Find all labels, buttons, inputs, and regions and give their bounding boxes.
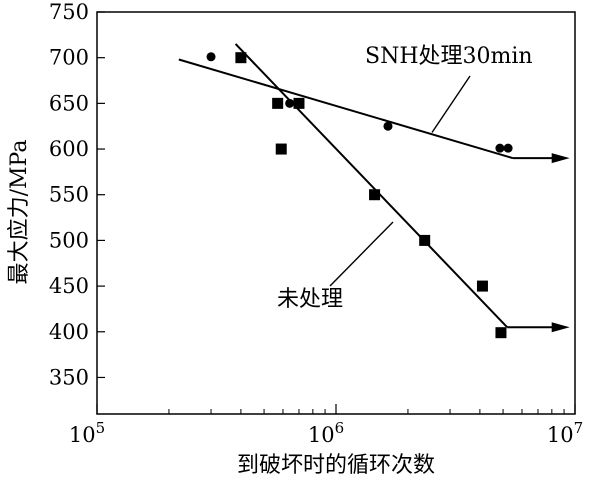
runout-arrow-0 <box>551 153 570 164</box>
data-point-circle <box>383 121 393 131</box>
plot-frame <box>96 11 576 415</box>
x-axis-label: 到破坏时的循环次数 <box>237 453 435 478</box>
data-point-circle <box>285 98 295 108</box>
y-axis-label: 最大应力/MPa <box>7 140 32 285</box>
y-axis-ticks: 350 400 450 500 550 600 650 700 750 <box>49 0 105 389</box>
data-point-square <box>275 143 287 155</box>
fit-line-1 <box>234 43 508 328</box>
annotation-untreated-leader <box>329 221 394 287</box>
y-tick-label-350: 350 <box>49 365 89 389</box>
runout-arrow-1 <box>551 322 570 333</box>
data-point-circle <box>495 143 505 153</box>
y-tick-label-750: 750 <box>49 0 89 24</box>
annotations: SNH处理30min 未处理 <box>277 44 533 312</box>
data-point-square <box>272 97 284 109</box>
data-point-square <box>495 327 507 339</box>
y-tick-label-500: 500 <box>49 228 89 252</box>
y-tick-label-600: 600 <box>49 137 89 161</box>
data-markers <box>206 52 513 339</box>
y-tick-label-450: 450 <box>49 274 89 298</box>
data-point-square <box>419 234 431 246</box>
x-tick-label: 105 <box>69 419 105 447</box>
fit-line-0 <box>178 58 514 160</box>
fit-lines <box>178 43 570 333</box>
data-point-square <box>369 189 381 201</box>
fit-line-dash-0 <box>301 103 337 115</box>
annotation-snh: SNH处理30min <box>365 44 533 69</box>
y-tick-label-700: 700 <box>49 46 89 70</box>
data-point-circle <box>206 52 216 62</box>
x-tick-label: 106 <box>308 419 344 447</box>
y-tick-label-400: 400 <box>49 320 89 344</box>
data-point-square <box>476 280 488 292</box>
annotation-untreated: 未处理 <box>277 287 343 312</box>
data-point-circle <box>503 143 513 153</box>
annotation-snh-leader <box>431 75 471 133</box>
x-axis-ticks: 105 106 107 <box>69 404 583 447</box>
x-tick-label: 107 <box>547 419 583 447</box>
data-point-square <box>293 97 305 109</box>
data-point-square <box>235 52 247 64</box>
y-tick-label-550: 550 <box>49 183 89 207</box>
y-tick-label-650: 650 <box>49 91 89 115</box>
